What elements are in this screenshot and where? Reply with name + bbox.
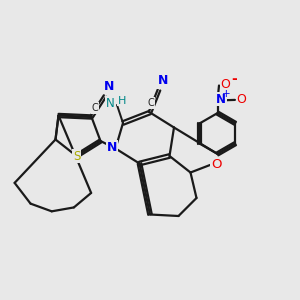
Text: O: O [237,93,246,106]
Text: N: N [106,97,115,110]
Text: C: C [148,98,154,108]
Text: +: + [222,89,231,99]
Text: S: S [73,149,80,163]
Text: H: H [118,95,127,106]
Text: O: O [221,77,230,91]
Text: O: O [211,158,222,172]
Text: N: N [107,141,117,154]
Text: N: N [104,80,115,93]
Text: N: N [216,92,226,106]
Text: N: N [158,74,168,88]
Text: -: - [232,73,238,86]
Text: C: C [92,103,99,113]
